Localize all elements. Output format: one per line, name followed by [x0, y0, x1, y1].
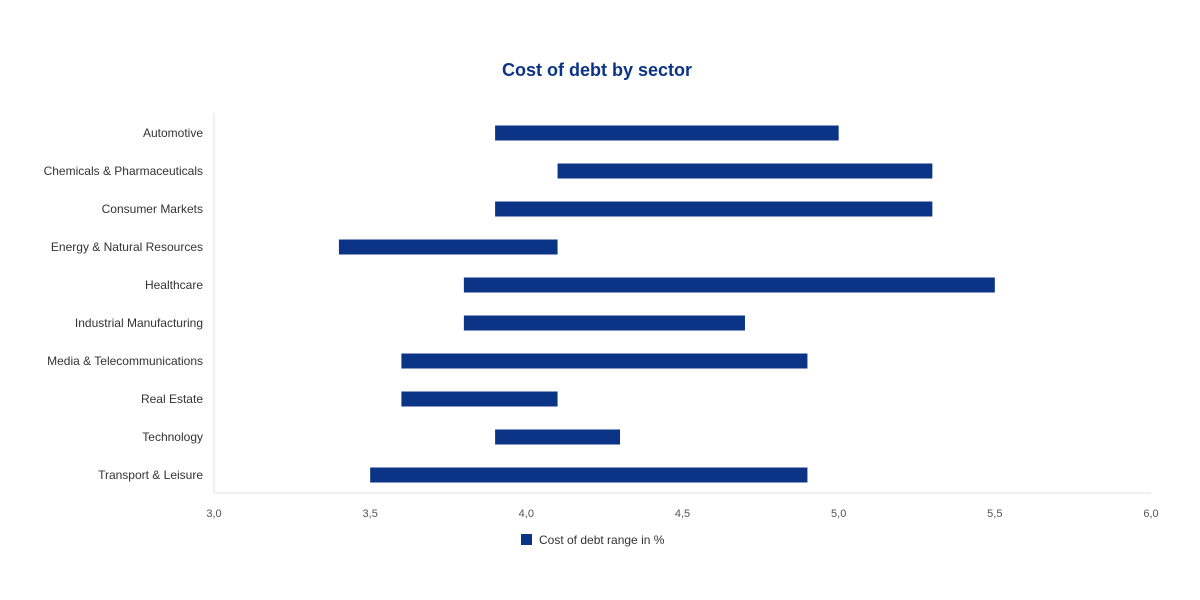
legend-swatch [521, 534, 532, 545]
x-tick-label: 3,0 [206, 508, 221, 520]
category-label: Energy & Natural Resources [51, 240, 203, 254]
category-label: Automotive [143, 126, 203, 140]
category-label: Transport & Leisure [98, 468, 203, 482]
chart-title: Cost of debt by sector [501, 60, 693, 80]
x-tick-label: 4,0 [519, 508, 534, 520]
x-tick-label: 3,5 [363, 508, 378, 520]
x-tick-label: 5,5 [987, 508, 1002, 520]
category-label: Healthcare [145, 278, 203, 292]
range-bar [338, 239, 558, 255]
range-bar [401, 353, 808, 369]
legend: Cost of debt range in % [521, 533, 665, 547]
range-bars [338, 125, 995, 483]
range-bar [557, 163, 933, 179]
x-tick-label: 4,5 [675, 508, 690, 520]
category-label: Consumer Markets [102, 202, 203, 216]
legend-label: Cost of debt range in % [539, 533, 665, 547]
category-label: Technology [142, 430, 203, 444]
x-tick-labels: 3,0 3,5 4,0 4,5 5,0 5,5 6,0 [206, 508, 1158, 520]
range-bar [463, 315, 745, 331]
range-bar [370, 467, 808, 483]
category-label: Real Estate [141, 392, 203, 406]
range-bar [401, 391, 558, 407]
category-label: Chemicals & Pharmaceuticals [44, 164, 203, 178]
range-bar [495, 201, 933, 217]
category-label: Media & Telecommunications [47, 354, 203, 368]
range-bar [495, 429, 621, 445]
axes [213, 113, 1151, 494]
x-tick-label: 6,0 [1143, 508, 1158, 520]
category-labels: Automotive Chemicals & Pharmaceuticals Con… [44, 126, 204, 482]
range-bar [463, 277, 995, 293]
category-label: Industrial Manufacturing [75, 316, 203, 330]
x-tick-label: 5,0 [831, 508, 846, 520]
range-bar [495, 125, 839, 141]
